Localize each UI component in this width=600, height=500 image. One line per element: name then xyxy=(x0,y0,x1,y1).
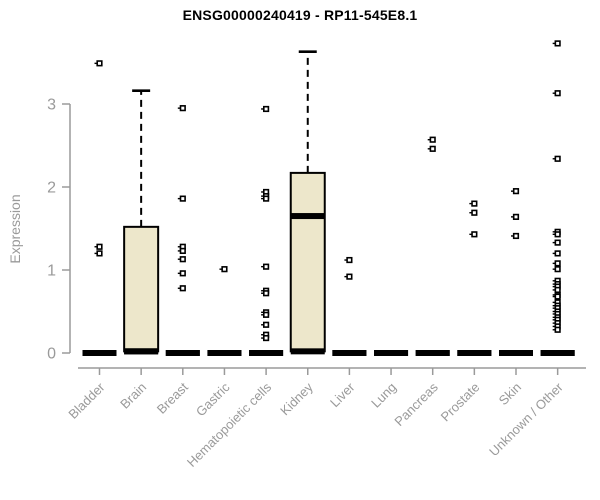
outlier-point xyxy=(221,266,228,273)
x-category-label: Lung xyxy=(368,380,399,411)
x-category-label: Pancreas xyxy=(391,379,441,429)
median-line xyxy=(499,350,533,356)
outlier-point xyxy=(346,256,353,264)
outlier-point xyxy=(429,136,436,143)
x-category-label: Kidney xyxy=(277,379,316,418)
x-category-label: Liver xyxy=(327,379,358,410)
outlier-point xyxy=(179,105,186,112)
outlier-point xyxy=(262,334,270,342)
outlier-point xyxy=(471,209,478,216)
outlier-point xyxy=(96,60,103,67)
box-group-unknown-other xyxy=(540,40,575,356)
outlier-point xyxy=(554,260,561,267)
box-group-hematopoietic-cells xyxy=(249,105,284,356)
outlier-point xyxy=(512,188,520,195)
box-group-prostate xyxy=(457,200,492,356)
x-category-label: Bladder xyxy=(65,379,108,422)
median-line xyxy=(207,350,242,356)
box-group-gastric xyxy=(207,266,242,356)
y-tick-label: 2 xyxy=(47,180,56,197)
base-bar xyxy=(290,348,325,355)
median-line xyxy=(457,350,492,356)
outlier-point xyxy=(262,311,270,318)
outlier-point xyxy=(262,263,270,270)
outlier-point xyxy=(554,250,561,257)
box-group-skin xyxy=(499,188,533,356)
box-group-brain xyxy=(123,89,160,355)
outlier-point xyxy=(262,290,270,297)
x-category-label: Skin xyxy=(496,380,524,408)
outlier-point xyxy=(554,326,561,333)
outlier-point xyxy=(554,293,561,300)
x-category-label: Unknown / Other xyxy=(486,379,566,459)
box-group-kidney xyxy=(289,50,326,355)
outlier-point xyxy=(262,195,270,202)
x-category-label: Gastric xyxy=(193,379,233,419)
outlier-point xyxy=(96,250,103,257)
outlier-point xyxy=(554,266,561,273)
median-line xyxy=(540,350,575,356)
outlier-point xyxy=(429,145,436,152)
iqr-box xyxy=(123,225,160,353)
outlier-point xyxy=(179,247,186,255)
outlier-point xyxy=(554,286,561,294)
outlier-point xyxy=(179,256,186,263)
median-line xyxy=(124,348,159,355)
chart-title: ENSG00000240419 - RP11-545E8.1 xyxy=(182,7,418,23)
outlier-point xyxy=(346,273,353,280)
median-line xyxy=(165,350,200,356)
x-category-label: Brain xyxy=(117,380,149,412)
box-group-liver xyxy=(332,256,367,356)
box-group-lung xyxy=(374,350,409,356)
outlier-point xyxy=(554,40,561,47)
y-tick-label: 1 xyxy=(47,263,56,280)
box-group-bladder xyxy=(82,60,117,356)
median-line xyxy=(415,350,450,356)
outlier-point xyxy=(471,200,478,207)
outlier-point xyxy=(554,155,561,162)
outlier-point xyxy=(179,270,186,277)
median-line xyxy=(82,350,117,356)
median-line xyxy=(374,350,409,356)
y-tick-label: 3 xyxy=(47,97,56,114)
outlier-point xyxy=(179,195,186,202)
x-category-label: Breast xyxy=(154,379,191,416)
outlier-point xyxy=(512,232,520,240)
median-line xyxy=(290,213,325,220)
outlier-point xyxy=(554,231,561,238)
outlier-point xyxy=(554,90,561,97)
box-group-pancreas xyxy=(415,136,450,356)
median-line xyxy=(332,350,367,356)
outlier-point xyxy=(512,213,520,220)
x-category-label: Prostate xyxy=(438,380,483,425)
median-line xyxy=(249,350,284,356)
outlier-point xyxy=(262,105,270,113)
outlier-point xyxy=(96,243,103,250)
outlier-point xyxy=(262,321,270,328)
box-group-breast xyxy=(165,105,200,356)
outlier-point xyxy=(179,285,186,292)
outlier-point xyxy=(471,231,478,238)
y-tick-label: 0 xyxy=(47,346,56,363)
outlier-point xyxy=(554,239,561,246)
iqr-box xyxy=(289,171,326,353)
